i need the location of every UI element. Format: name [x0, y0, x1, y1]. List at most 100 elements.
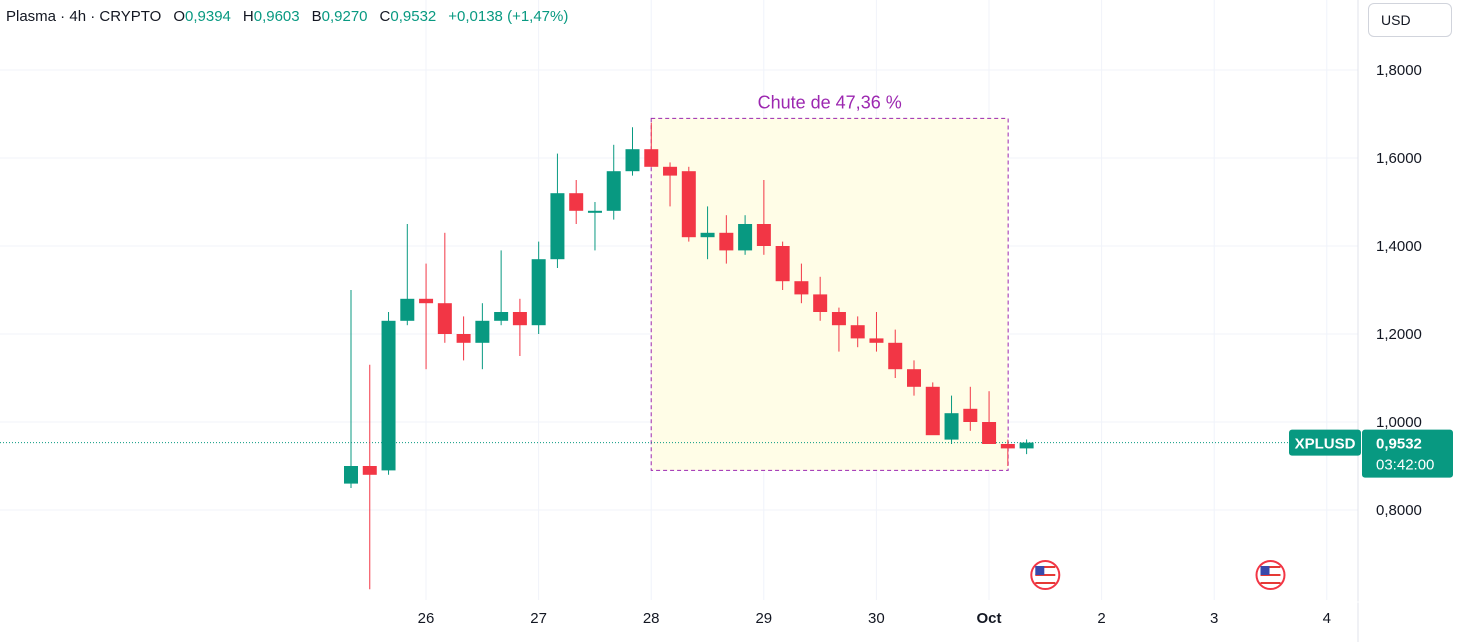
- candle: [944, 395, 959, 444]
- candle-body: [794, 281, 809, 295]
- candle: [813, 276, 828, 321]
- candle: [437, 232, 452, 343]
- economic-events[interactable]: [1030, 560, 1286, 590]
- candle-body: [1019, 442, 1034, 449]
- time-tick-label: 27: [530, 610, 547, 627]
- candle: [888, 329, 903, 378]
- candle: [362, 364, 377, 590]
- flag-stripe: [1035, 566, 1056, 568]
- drop-measure-box[interactable]: [650, 117, 1009, 471]
- time-tick-label: Oct: [976, 610, 1001, 627]
- price-tag: XPLUSD 0,9532 03:42:00: [1289, 429, 1453, 478]
- close-value: 0,9532: [390, 8, 437, 25]
- candle: [512, 298, 527, 356]
- candle-body: [982, 422, 997, 444]
- symbol-title[interactable]: Plasma · 4h · CRYPTO: [6, 8, 162, 25]
- last-price-label: 0,9532: [1376, 436, 1422, 453]
- candle-body: [550, 193, 565, 260]
- candle-body: [512, 312, 527, 326]
- candle: [663, 162, 678, 207]
- low-value: 0,9270: [321, 8, 368, 25]
- candle: [869, 312, 884, 352]
- candle: [550, 153, 565, 268]
- open-label: O: [173, 8, 185, 25]
- candle: [756, 180, 771, 255]
- ticker-badge: [1289, 429, 1361, 456]
- candle: [625, 127, 640, 176]
- candle-body: [907, 369, 921, 387]
- price-axis[interactable]: 0,8000 1,0000 1,2000 1,4000 1,6000 1,8000: [1376, 62, 1422, 519]
- candle: [982, 391, 997, 444]
- drop-measure-annotation[interactable]: Chute de 47,36 %: [650, 92, 1009, 471]
- price-tick-label: 1,0000: [1376, 414, 1422, 431]
- us-flag-icon[interactable]: [1030, 560, 1061, 590]
- candle-body: [606, 171, 621, 211]
- candle: [569, 180, 584, 224]
- candle: [587, 202, 602, 251]
- candle-body: [569, 193, 584, 211]
- candle: [831, 307, 846, 352]
- close-label: C: [379, 8, 391, 25]
- candle: [681, 166, 696, 242]
- candle: [775, 241, 790, 290]
- price-tick-label: 1,2000: [1376, 326, 1422, 343]
- time-tick-label: 30: [868, 610, 885, 627]
- flag-stripe: [1260, 574, 1281, 576]
- time-tick-label: 2: [1097, 610, 1105, 627]
- price-tick-label: 0,8000: [1376, 502, 1422, 519]
- candle-body: [756, 224, 771, 246]
- candle-body: [437, 303, 452, 334]
- candle: [925, 382, 940, 436]
- price-tick-label: 1,6000: [1376, 150, 1422, 167]
- candle-body: [625, 149, 640, 172]
- candle: [419, 263, 434, 370]
- flag-stripe: [1260, 566, 1281, 568]
- high-label: H: [242, 8, 254, 25]
- us-flag-icon[interactable]: [1255, 560, 1286, 590]
- candle-body: [494, 312, 509, 321]
- candle: [344, 290, 358, 488]
- candle-body: [531, 259, 546, 326]
- flag-canton: [1035, 566, 1045, 575]
- flag-stripe: [1035, 578, 1056, 580]
- candle-body: [719, 232, 734, 251]
- candle: [1019, 439, 1034, 455]
- candle: [700, 206, 715, 260]
- candle-body: [944, 413, 959, 440]
- candle: [850, 316, 865, 348]
- candle-body: [475, 320, 490, 343]
- flag-stripe: [1035, 582, 1056, 584]
- candle-body: [362, 466, 377, 475]
- candle: [606, 144, 621, 220]
- drop-measure-label: Chute de 47,36 %: [758, 92, 902, 112]
- candle: [475, 303, 490, 370]
- candle-body: [888, 342, 903, 370]
- candle-body: [850, 325, 865, 339]
- candle-body: [644, 149, 659, 167]
- candle-body: [925, 386, 940, 436]
- price-tick-label: 1,4000: [1376, 238, 1422, 255]
- candle: [738, 215, 753, 255]
- candle-body: [738, 224, 753, 251]
- candlestick-series: [344, 122, 1034, 590]
- flag-stripe: [1260, 582, 1281, 584]
- price-tick-label: 1,8000: [1376, 62, 1422, 79]
- candle-body: [344, 466, 358, 484]
- flag-stripe: [1035, 574, 1056, 576]
- candle: [400, 224, 415, 326]
- candle-body: [663, 166, 678, 176]
- candle: [907, 360, 921, 396]
- symbol-legend[interactable]: Plasma · 4h · CRYPTO O 0,9394 H 0,9603 B 0,…: [6, 8, 568, 25]
- flag-canton: [1260, 566, 1270, 575]
- time-axis[interactable]: 26 27 28 29 30 Oct 2 3 4: [418, 610, 1331, 627]
- flag-stripe: [1035, 570, 1056, 572]
- candle-body: [963, 408, 978, 422]
- candle: [794, 263, 809, 304]
- time-tick-label: 29: [755, 610, 772, 627]
- candle-body: [700, 232, 715, 238]
- currency-button[interactable]: USD: [1368, 3, 1452, 37]
- candle: [381, 312, 396, 475]
- last-price-badge: [1362, 429, 1453, 478]
- candle-body: [456, 334, 471, 343]
